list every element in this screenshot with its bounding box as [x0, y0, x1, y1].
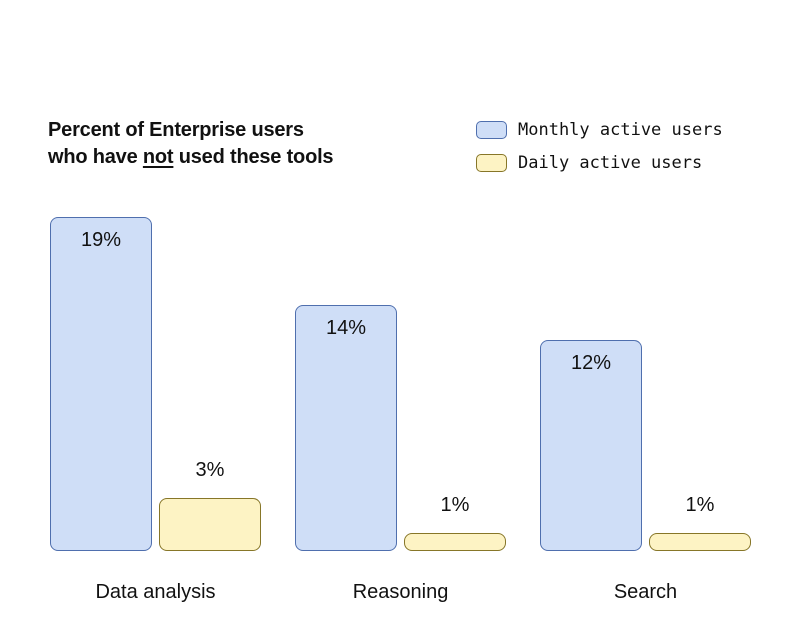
- category-label-data-analysis: Data analysis: [95, 581, 216, 603]
- legend-item-daily: Daily active users: [476, 154, 702, 172]
- bar-value-daily-search: 1%: [685, 494, 715, 516]
- legend-swatch-daily: [476, 154, 507, 172]
- bar-monthly-data-analysis: [50, 217, 152, 551]
- bar-value-monthly-search: 12%: [570, 352, 612, 374]
- legend-item-monthly: Monthly active users: [476, 121, 723, 139]
- bar-value-monthly-data-analysis: 19%: [80, 229, 122, 251]
- bar-daily-search: [649, 533, 751, 551]
- legend-swatch-monthly: [476, 121, 507, 139]
- bar-value-daily-data-analysis: 3%: [195, 459, 225, 481]
- category-label-search: Search: [613, 581, 678, 603]
- bar-daily-reasoning: [404, 533, 506, 551]
- bar-monthly-reasoning: [295, 305, 397, 551]
- bar-value-monthly-reasoning: 14%: [325, 317, 367, 339]
- bar-daily-data-analysis: [159, 498, 261, 551]
- category-label-reasoning: Reasoning: [352, 581, 449, 603]
- chart-title-line1: Percent of Enterprise users: [48, 119, 304, 141]
- legend-label-monthly: Monthly active users: [518, 120, 723, 140]
- legend-label-daily: Daily active users: [518, 153, 703, 173]
- chart-title: Percent of Enterprise users who have not…: [48, 117, 334, 171]
- title-emphasis-underline: not: [142, 146, 174, 168]
- bar-monthly-search: [540, 340, 642, 551]
- chart-title-line2: who have not used these tools: [48, 146, 334, 168]
- bar-value-daily-reasoning: 1%: [440, 494, 470, 516]
